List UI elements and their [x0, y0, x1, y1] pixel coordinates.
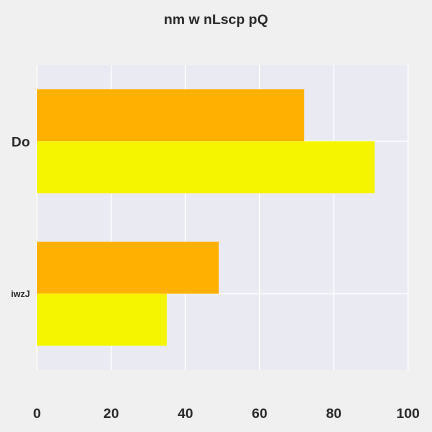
x-tick-label: 80 [326, 405, 342, 421]
x-tick-label: 0 [33, 405, 41, 421]
bar [37, 141, 375, 194]
x-tick-label: 40 [178, 405, 194, 421]
x-tick-label: 20 [103, 405, 119, 421]
bar [37, 89, 305, 142]
bars [37, 89, 375, 346]
y-category-label: iwzJ [11, 289, 30, 299]
x-tick-label: 100 [396, 405, 420, 421]
chart-title: nm w nLscp pQ [163, 11, 269, 27]
y-axis-labels: Do iwzJ [11, 133, 30, 299]
x-axis-ticks: 0 20 40 60 80 100 [33, 405, 420, 421]
x-tick-label: 60 [252, 405, 268, 421]
bar [37, 241, 219, 294]
y-category-label: Do [11, 133, 30, 149]
bar [37, 293, 167, 346]
